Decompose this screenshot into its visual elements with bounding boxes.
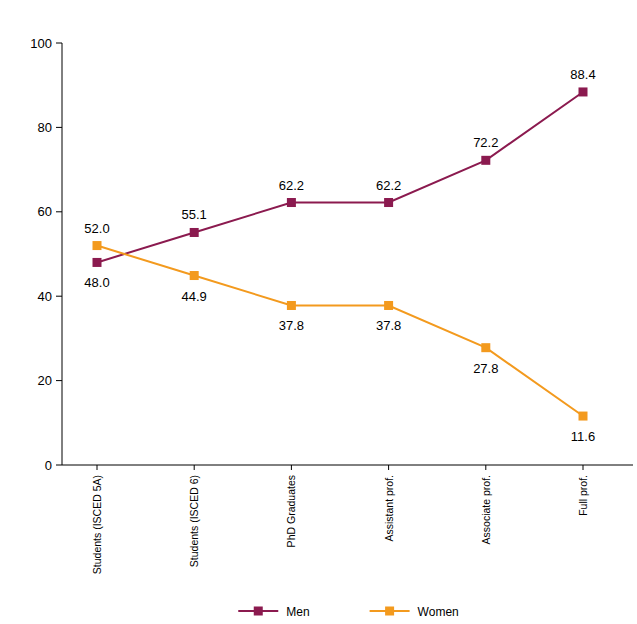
x-tick	[194, 465, 195, 470]
legend-item: Women	[370, 605, 459, 619]
data-label: 52.0	[84, 221, 109, 236]
x-tick	[583, 465, 584, 470]
data-label: 48.0	[84, 275, 109, 290]
marker	[579, 87, 588, 96]
x-tick	[97, 465, 98, 470]
data-label: 11.6	[571, 429, 595, 444]
marker	[287, 301, 296, 310]
legend-item: Men	[238, 605, 309, 619]
marker	[481, 156, 490, 165]
legend-label: Women	[418, 605, 459, 619]
data-label: 88.4	[570, 67, 595, 82]
x-tick-label: Students (ISCED 5A)	[91, 475, 103, 574]
y-tick-label: 60	[38, 204, 52, 219]
y-tick	[56, 211, 62, 212]
y-tick-label: 100	[30, 36, 52, 51]
x-tick-label: Associate prof.	[480, 475, 492, 544]
x-tick	[291, 465, 292, 470]
chart: 0 20 40 60 80 100 Students (ISCED 5A) Students …	[0, 0, 637, 624]
y-axis	[62, 43, 63, 465]
x-tick-label: Full prof.	[577, 475, 589, 516]
legend: Men Women	[238, 605, 458, 619]
marker	[384, 301, 393, 310]
legend-marker	[385, 607, 394, 616]
data-label: 27.8	[473, 361, 498, 376]
marker	[190, 271, 199, 280]
y-tick	[56, 43, 62, 44]
data-label: 55.1	[182, 207, 207, 222]
plot-area	[93, 87, 588, 420]
series-line	[97, 92, 583, 262]
x-tick-label: Assistant prof.	[383, 475, 395, 542]
y-tick	[56, 465, 62, 466]
marker	[93, 241, 102, 250]
data-label: 37.8	[376, 318, 401, 333]
y-tick-label: 0	[45, 458, 52, 473]
y-tick	[56, 296, 62, 297]
y-tick	[56, 380, 62, 381]
x-tick	[485, 465, 486, 470]
marker	[384, 198, 393, 207]
y-tick-label: 80	[38, 120, 52, 135]
series-line	[97, 246, 583, 416]
marker	[481, 343, 490, 352]
marker	[579, 412, 588, 421]
x-axis	[62, 465, 633, 466]
data-label: 62.2	[279, 178, 304, 193]
x-tick	[388, 465, 389, 470]
x-tick-label: Students (ISCED 6)	[188, 475, 200, 567]
data-label: 37.8	[279, 318, 304, 333]
y-tick-label: 20	[38, 373, 52, 388]
marker	[287, 198, 296, 207]
data-label: 62.2	[376, 178, 401, 193]
y-tick-label: 40	[38, 289, 52, 304]
x-tick-label: PhD Graduates	[285, 475, 297, 547]
data-label: 72.2	[473, 135, 498, 150]
legend-label: Men	[286, 605, 309, 619]
marker	[190, 228, 199, 237]
legend-marker	[254, 607, 263, 616]
marker	[93, 258, 102, 267]
y-tick	[56, 127, 62, 128]
data-label: 44.9	[182, 289, 207, 304]
